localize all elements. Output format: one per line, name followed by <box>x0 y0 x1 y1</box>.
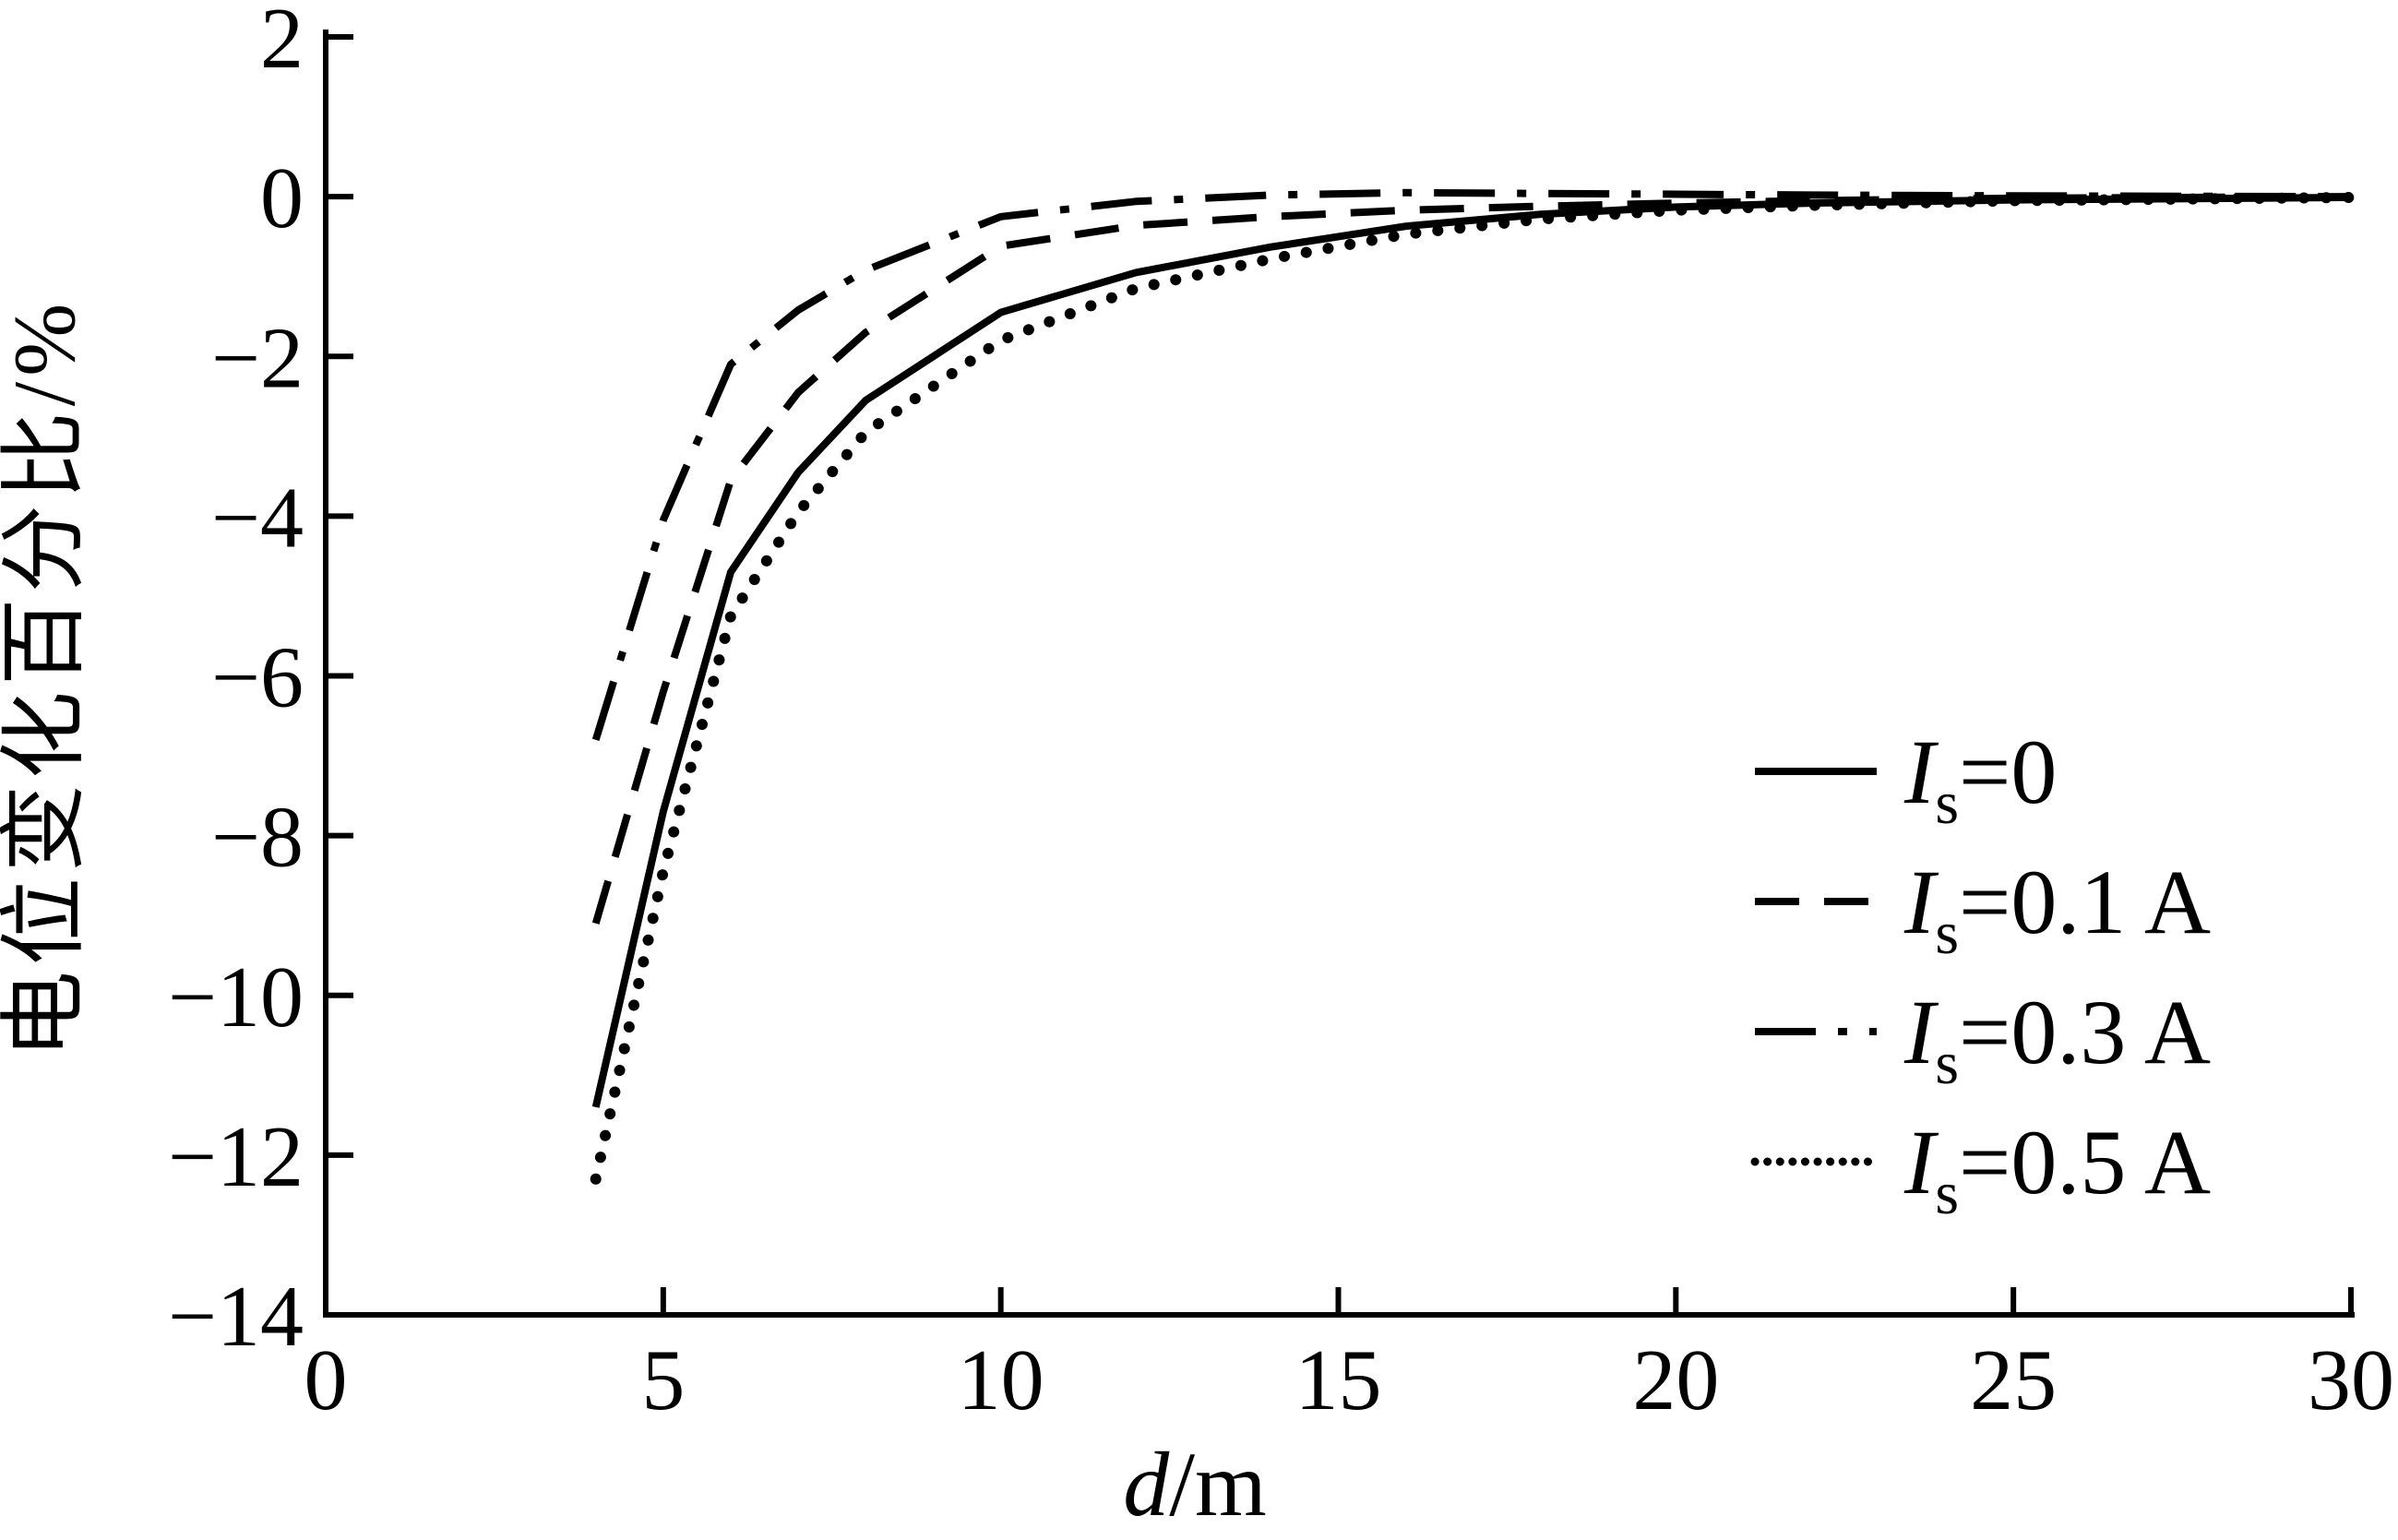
legend-item: Is=0.1 A <box>1755 851 2211 967</box>
y-tick-label: −14 <box>168 1269 304 1365</box>
y-tick-label: −8 <box>211 790 304 886</box>
x-axis-label-unit: /m <box>1169 1433 1267 1535</box>
x-tick-label: 10 <box>958 1332 1044 1428</box>
legend-item: Is=0.3 A <box>1755 981 2211 1097</box>
x-tick-label: 0 <box>304 1332 348 1428</box>
curve-dashdot <box>591 188 2352 741</box>
y-axis-label: 电位变化百分比/% <box>0 298 93 1059</box>
x-tick-label: 20 <box>1632 1332 1719 1428</box>
x-tick-label: 15 <box>1295 1332 1382 1428</box>
x-axis-label: d/m <box>1123 1433 1267 1535</box>
y-tick-label: −12 <box>168 1109 304 1205</box>
legend-label: Is=0 <box>1903 721 2057 837</box>
y-tick-label: 0 <box>260 150 304 246</box>
y-tick-label: 2 <box>260 0 304 87</box>
x-tick-label: 5 <box>641 1332 685 1428</box>
curve-dashed <box>591 193 2352 925</box>
x-axis-label-symbol: d <box>1123 1433 1170 1535</box>
legend-label: Is=0.3 A <box>1903 981 2211 1097</box>
x-tick-label: 30 <box>2308 1332 2394 1428</box>
legend-item: Is=0 <box>1755 721 2057 837</box>
curve-dotted <box>590 192 2356 1185</box>
legend-label: Is=0.1 A <box>1903 851 2211 967</box>
y-tick-label: −2 <box>211 310 304 406</box>
y-tick-label: −6 <box>211 630 304 726</box>
legend-label: Is=0.5 A <box>1903 1111 2211 1227</box>
x-tick-label: 25 <box>1970 1332 2057 1428</box>
y-tick-label: −10 <box>168 949 304 1045</box>
curves <box>590 188 2356 1185</box>
legend: Is=0 Is=0.1 A Is=0.3 A Is=0.5 A <box>1750 721 2211 1227</box>
y-tick-label: −4 <box>211 470 304 566</box>
legend-item: Is=0.5 A <box>1750 1111 2211 1227</box>
